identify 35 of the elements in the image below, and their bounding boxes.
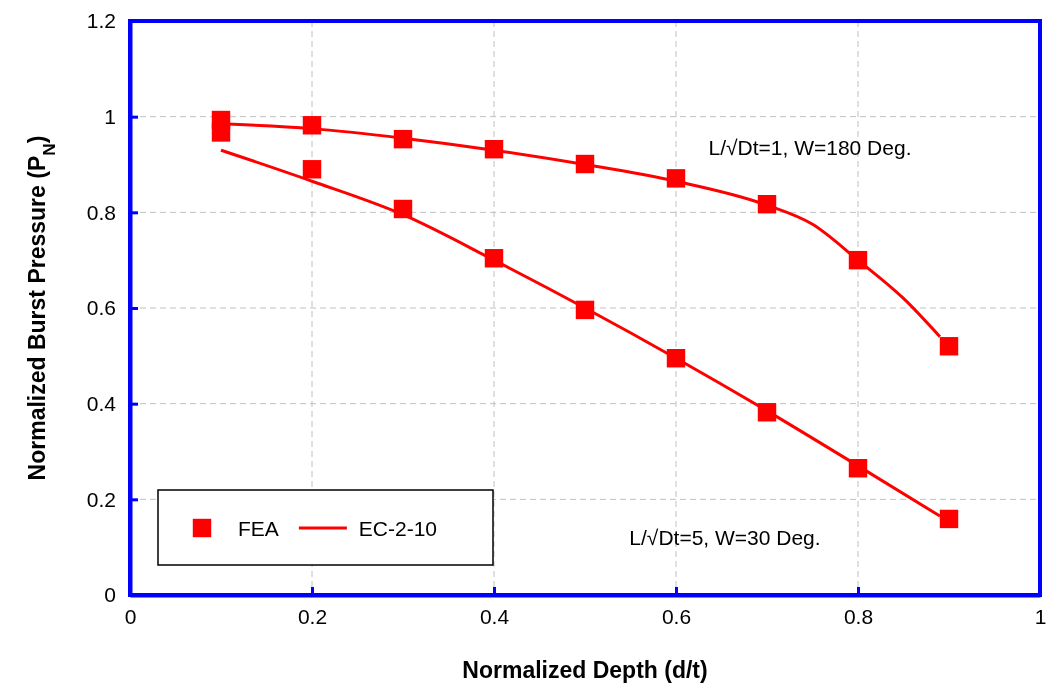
point [302,160,322,179]
point [666,169,686,188]
x-tick-label: 0.2 [297,604,328,628]
point [575,154,595,174]
point [484,249,504,268]
annotation: L/√Dt=1, W=180 Deg. [708,136,912,159]
y-tick-label: 0.8 [86,200,116,224]
point [302,116,322,135]
y-tick-label: 0 [104,583,116,607]
point [757,194,777,214]
point [393,199,413,219]
y-tick-label: 1 [104,104,116,128]
y-tick-label: 0.6 [86,296,116,320]
point [939,337,959,356]
x-axis-title: Normalized Depth (d/t) [462,657,708,683]
point [848,459,868,478]
point [484,139,504,159]
point [848,250,868,270]
point [939,509,959,529]
point [575,300,595,320]
legend-label: EC-2-10 [358,517,438,540]
point [666,349,686,368]
y-tick-label: 0.4 [86,391,117,415]
point [211,123,231,142]
x-tick-label: 0.8 [843,604,874,628]
x-tick-label: 0.4 [479,604,510,628]
point [757,403,777,422]
y-tick-label: 0.2 [86,487,116,511]
legend-label: FEA [238,517,279,540]
x-tick-label: 1 [1034,604,1047,628]
x-tick-label: 0 [124,604,137,628]
annotation: L/√Dt=5, W=30 Deg. [629,526,821,549]
y-tick-label: 1.2 [86,9,116,33]
point [393,129,413,149]
x-tick-label: 0.6 [661,604,692,628]
